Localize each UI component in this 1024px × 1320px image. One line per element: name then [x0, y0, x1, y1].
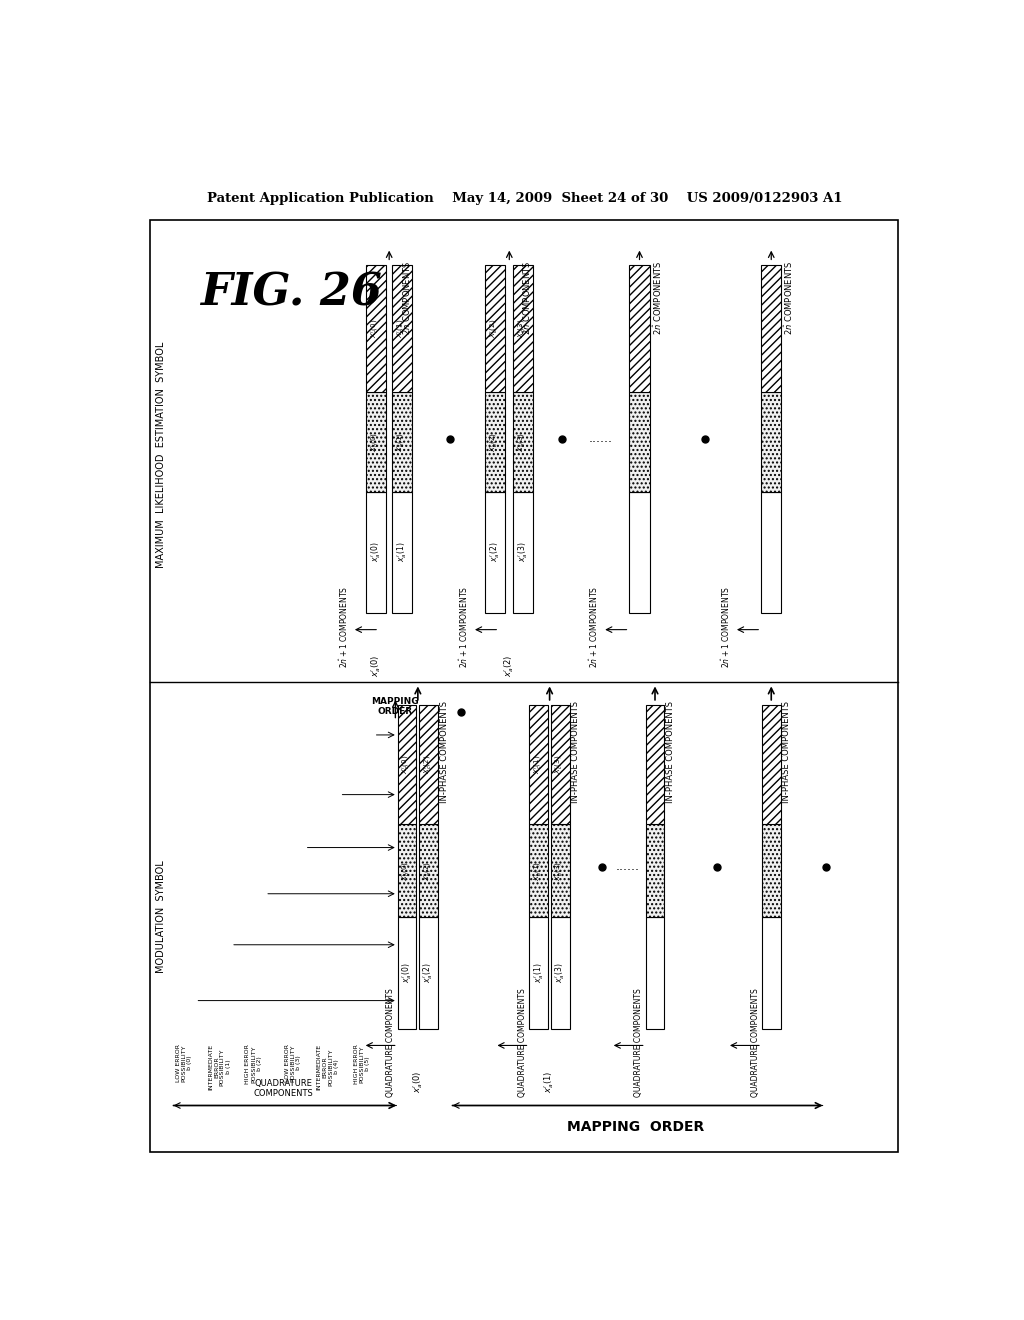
Text: $X_b'(2)$: $X_b'(2)$ — [423, 861, 435, 880]
Bar — [551, 705, 569, 825]
Bar — [485, 492, 506, 612]
Bar — [630, 492, 649, 612]
Bar — [485, 392, 506, 492]
Text: $X_c'(1)$: $X_c'(1)$ — [532, 755, 545, 775]
Text: LOW ERROR
POSSIBILITY
b (0): LOW ERROR POSSIBILITY b (0) — [175, 1044, 193, 1082]
Bar — [630, 392, 649, 492]
Bar — [630, 264, 649, 392]
Text: $x_a'(1)$: $x_a'(1)$ — [543, 1071, 556, 1093]
Bar — [397, 705, 417, 825]
Text: $2\hat{n}+1$ COMPONENTS: $2\hat{n}+1$ COMPONENTS — [337, 586, 349, 668]
Text: $X_b'(2)$: $X_b'(2)$ — [489, 432, 502, 451]
Bar — [761, 264, 781, 392]
Bar — [761, 492, 781, 612]
Text: $2\hat{n}+1$ COMPONENTS: $2\hat{n}+1$ COMPONENTS — [588, 586, 600, 668]
Text: $2\hat{n}$ COMPONENTS: $2\hat{n}$ COMPONENTS — [783, 261, 796, 335]
Text: $x_a'(3)$: $x_a'(3)$ — [554, 962, 567, 983]
Bar — [513, 392, 534, 492]
Text: FIG. 26: FIG. 26 — [200, 272, 382, 314]
Bar — [529, 825, 548, 917]
Bar — [513, 492, 534, 612]
Bar — [551, 917, 569, 1028]
Bar — [392, 392, 413, 492]
Bar — [761, 392, 781, 492]
Bar — [420, 917, 438, 1028]
Text: MAXIMUM  LIKELIHOOD  ESTIMATION  SYMBOL: MAXIMUM LIKELIHOOD ESTIMATION SYMBOL — [156, 342, 166, 568]
Text: QUADRATURE COMPONENTS: QUADRATURE COMPONENTS — [635, 987, 643, 1097]
Text: $x_a'(0)$: $x_a'(0)$ — [411, 1071, 425, 1093]
Bar — [646, 705, 665, 825]
Bar — [529, 917, 548, 1028]
Text: $x_a'(0)$: $x_a'(0)$ — [370, 655, 383, 677]
Text: $X_c'(0)$: $X_c'(0)$ — [401, 755, 413, 775]
Text: INTERMEDIATE
ERROR
POSSIBILITY
b (4): INTERMEDIATE ERROR POSSIBILITY b (4) — [316, 1044, 339, 1090]
Text: QUADRATURE COMPONENTS: QUADRATURE COMPONENTS — [386, 987, 395, 1097]
Text: $2\hat{n}+1$ COMPONENTS: $2\hat{n}+1$ COMPONENTS — [719, 586, 732, 668]
Text: QUADRATURE COMPONENTS: QUADRATURE COMPONENTS — [518, 987, 527, 1097]
Text: $X_c'(3)$: $X_c'(3)$ — [517, 318, 529, 338]
Text: $2\hat{n}$ COMPONENTS: $2\hat{n}$ COMPONENTS — [651, 261, 664, 335]
Bar — [397, 917, 417, 1028]
Text: $2\hat{n}$ COMPONENTS: $2\hat{n}$ COMPONENTS — [521, 261, 534, 335]
Bar — [392, 264, 413, 392]
Text: QUADRATURE COMPONENTS: QUADRATURE COMPONENTS — [751, 987, 760, 1097]
Bar — [551, 825, 569, 917]
Text: $X_c'(2)$: $X_c'(2)$ — [423, 755, 435, 775]
Text: $X_b'(1)$: $X_b'(1)$ — [532, 861, 545, 880]
Text: QUADRATURE
COMPONENTS: QUADRATURE COMPONENTS — [253, 1078, 313, 1098]
Text: MAPPING  ORDER: MAPPING ORDER — [567, 1121, 705, 1134]
Text: $x_a'(3)$: $x_a'(3)$ — [516, 543, 530, 562]
Text: HIGH ERROR
POSSIBILITY
b (2): HIGH ERROR POSSIBILITY b (2) — [246, 1044, 262, 1084]
Text: $x_a'(1)$: $x_a'(1)$ — [395, 543, 410, 562]
Text: $X_b'(1)$: $X_b'(1)$ — [396, 432, 409, 451]
Bar — [762, 917, 780, 1028]
Text: LOW ERROR
POSSIBILITY
b (3): LOW ERROR POSSIBILITY b (3) — [285, 1044, 301, 1082]
Bar — [392, 492, 413, 612]
Text: $X_b'(0)$: $X_b'(0)$ — [401, 861, 413, 880]
Text: $X_c'(3)$: $X_c'(3)$ — [554, 755, 566, 775]
Bar — [485, 264, 506, 392]
Text: $X_c'(2)$: $X_c'(2)$ — [489, 318, 502, 338]
Bar — [529, 705, 548, 825]
Text: $x_a'(2)$: $x_a'(2)$ — [422, 962, 435, 983]
Text: IN-PHASE COMPONENTS: IN-PHASE COMPONENTS — [571, 701, 581, 804]
Text: $X_b'(3)$: $X_b'(3)$ — [517, 432, 529, 451]
Text: $X_c'(0)$: $X_c'(0)$ — [370, 318, 382, 338]
Text: $X_c'(1)$: $X_c'(1)$ — [396, 318, 409, 338]
Bar — [366, 492, 386, 612]
Text: $x_a'(0)$: $x_a'(0)$ — [400, 962, 414, 983]
Text: INTERMEDIATE
ERROR
POSSIBILITY
b (1): INTERMEDIATE ERROR POSSIBILITY b (1) — [208, 1044, 230, 1090]
Text: ......: ...... — [589, 432, 612, 445]
Bar — [366, 392, 386, 492]
Text: ......: ...... — [615, 861, 640, 874]
Bar — [366, 264, 386, 392]
Bar — [762, 825, 780, 917]
Text: $X_b'(3)$: $X_b'(3)$ — [554, 861, 566, 880]
Bar — [646, 917, 665, 1028]
Text: IN-PHASE COMPONENTS: IN-PHASE COMPONENTS — [666, 701, 675, 804]
Bar — [646, 825, 665, 917]
Bar — [513, 264, 534, 392]
Bar — [420, 705, 438, 825]
Text: MAPPING
ORDER: MAPPING ORDER — [372, 697, 419, 715]
Text: IN-PHASE COMPONENTS: IN-PHASE COMPONENTS — [439, 701, 449, 804]
Text: Patent Application Publication    May 14, 2009  Sheet 24 of 30    US 2009/012290: Patent Application Publication May 14, 2… — [207, 191, 843, 205]
Text: HIGH ERROR
POSSIBILITY
b (5): HIGH ERROR POSSIBILITY b (5) — [353, 1044, 371, 1084]
Bar — [397, 825, 417, 917]
Text: $X_b'(0)$: $X_b'(0)$ — [370, 432, 382, 451]
Text: $x_a'(1)$: $x_a'(1)$ — [532, 962, 546, 983]
Text: $2\hat{n}$ COMPONENTS: $2\hat{n}$ COMPONENTS — [400, 261, 414, 335]
Text: $x_a'(0)$: $x_a'(0)$ — [370, 543, 383, 562]
Bar — [420, 825, 438, 917]
Text: $2\hat{n}+1$ COMPONENTS: $2\hat{n}+1$ COMPONENTS — [458, 586, 470, 668]
Text: MODULATION  SYMBOL: MODULATION SYMBOL — [156, 861, 166, 973]
Text: IN-PHASE COMPONENTS: IN-PHASE COMPONENTS — [782, 701, 792, 804]
Text: $x_a'(2)$: $x_a'(2)$ — [503, 655, 516, 677]
Text: $x_a'(2)$: $x_a'(2)$ — [488, 543, 502, 562]
Bar — [762, 705, 780, 825]
